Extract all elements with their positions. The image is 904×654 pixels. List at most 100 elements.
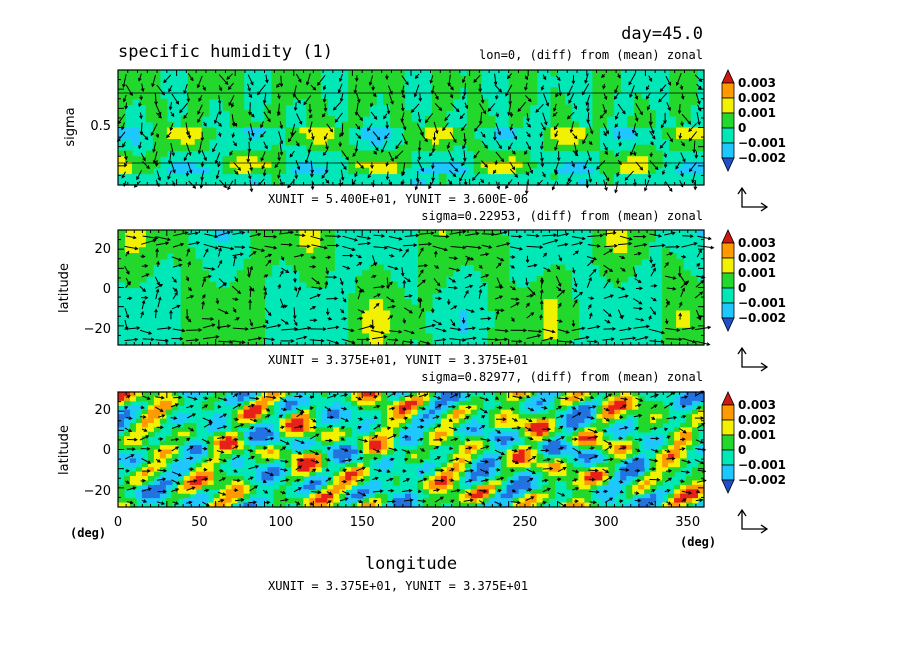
contour-cell bbox=[397, 304, 405, 312]
contour-cell bbox=[264, 230, 273, 237]
wind-vector-head bbox=[680, 173, 684, 178]
contour-cell bbox=[662, 299, 670, 306]
contour-cell bbox=[428, 462, 436, 468]
contour-cell bbox=[313, 127, 321, 134]
contour-cell bbox=[501, 150, 510, 157]
contour-cell bbox=[501, 310, 510, 317]
contour-cell bbox=[390, 281, 398, 289]
contour-cell bbox=[362, 270, 370, 277]
contour-cell bbox=[488, 431, 496, 437]
wind-vector-head bbox=[335, 325, 340, 330]
contour-cell bbox=[345, 414, 352, 420]
wind-vector bbox=[587, 103, 589, 112]
wind-vector-head bbox=[418, 97, 423, 102]
contour-cell bbox=[459, 133, 468, 140]
axes-arrow-icon bbox=[737, 186, 747, 195]
contour-cell bbox=[613, 264, 621, 271]
contour-cell bbox=[428, 436, 436, 442]
contour-cell bbox=[571, 304, 580, 312]
contour-cell bbox=[237, 436, 245, 442]
contour-cell bbox=[375, 431, 382, 437]
contour-cell bbox=[250, 310, 259, 317]
wind-vector-head bbox=[400, 107, 405, 112]
contour-cell bbox=[422, 436, 430, 442]
wind-vector-head bbox=[525, 171, 529, 176]
contour-cell bbox=[159, 484, 167, 490]
wind-vector-head bbox=[463, 138, 467, 143]
wind-vector-head bbox=[615, 153, 619, 157]
contour-cell bbox=[313, 281, 321, 289]
contour-cell bbox=[147, 489, 155, 495]
contour-cell bbox=[613, 162, 621, 169]
wind-vector bbox=[373, 234, 385, 237]
contour-cell bbox=[237, 431, 245, 437]
contour-cell bbox=[141, 440, 149, 446]
contour-cell bbox=[285, 400, 293, 406]
wind-vector bbox=[263, 92, 267, 104]
contour-cell bbox=[291, 467, 298, 473]
wind-vector-head bbox=[687, 120, 692, 125]
contour-cell bbox=[187, 162, 196, 169]
contour-cell bbox=[333, 493, 340, 499]
wind-vector bbox=[681, 327, 695, 330]
wind-vector bbox=[448, 286, 457, 289]
contour-cell bbox=[236, 110, 245, 117]
contour-cell bbox=[480, 253, 489, 260]
contour-cell bbox=[303, 502, 310, 508]
contour-cell bbox=[351, 489, 358, 495]
wind-vector-head bbox=[138, 103, 142, 108]
wind-vector bbox=[648, 121, 655, 134]
contour-cell bbox=[683, 293, 691, 300]
contour-cell bbox=[208, 93, 217, 100]
wind-vector bbox=[496, 338, 508, 341]
contour-cell bbox=[676, 299, 684, 306]
contour-cell bbox=[255, 414, 263, 420]
contour-cell bbox=[627, 127, 635, 134]
contour-cell bbox=[152, 230, 161, 237]
contour-cell bbox=[201, 493, 209, 499]
wind-vector-head bbox=[394, 338, 399, 342]
wind-vector-head bbox=[556, 77, 561, 82]
wind-vector bbox=[217, 260, 223, 268]
contour-cell bbox=[320, 253, 328, 260]
contour-cell bbox=[416, 396, 424, 402]
wind-vector bbox=[495, 295, 503, 300]
contour-cell bbox=[215, 299, 224, 306]
wind-vector-head bbox=[542, 76, 547, 81]
contour-cell bbox=[697, 167, 705, 175]
contour-cell bbox=[187, 276, 196, 283]
wind-vector-head bbox=[417, 118, 422, 123]
wind-vector-head bbox=[677, 272, 682, 277]
contour-cell bbox=[180, 299, 189, 306]
contour-cell bbox=[267, 467, 275, 473]
contour-cell bbox=[431, 162, 440, 169]
contour-cell bbox=[194, 75, 203, 83]
contour-cell bbox=[123, 431, 131, 437]
contour-cell bbox=[669, 104, 677, 111]
contour-cell bbox=[416, 400, 424, 406]
wind-vector-head bbox=[325, 270, 330, 275]
contour-cell bbox=[473, 162, 482, 169]
wind-vector-head bbox=[667, 81, 672, 86]
contour-cell bbox=[508, 287, 517, 294]
contour-cell bbox=[333, 471, 340, 477]
contour-cell bbox=[236, 287, 245, 294]
colorbar-label: −0.002 bbox=[738, 311, 786, 325]
contour-cell bbox=[641, 167, 649, 175]
contour-cell bbox=[438, 270, 447, 277]
contour-cell bbox=[303, 462, 310, 468]
contour-cell bbox=[470, 484, 478, 490]
contour-cell bbox=[445, 70, 454, 77]
wind-vector bbox=[600, 112, 606, 119]
contour-cell bbox=[424, 127, 433, 134]
wind-vector bbox=[695, 280, 704, 288]
wind-vector-head bbox=[487, 107, 492, 112]
contour-cell bbox=[369, 489, 376, 495]
wind-vector-head bbox=[386, 110, 391, 115]
contour-cell bbox=[543, 339, 552, 346]
wind-vector bbox=[567, 171, 575, 182]
wind-vector-head bbox=[659, 144, 664, 149]
contour-cell bbox=[306, 270, 314, 277]
contour-cell bbox=[351, 396, 358, 402]
contour-cell bbox=[222, 87, 231, 94]
